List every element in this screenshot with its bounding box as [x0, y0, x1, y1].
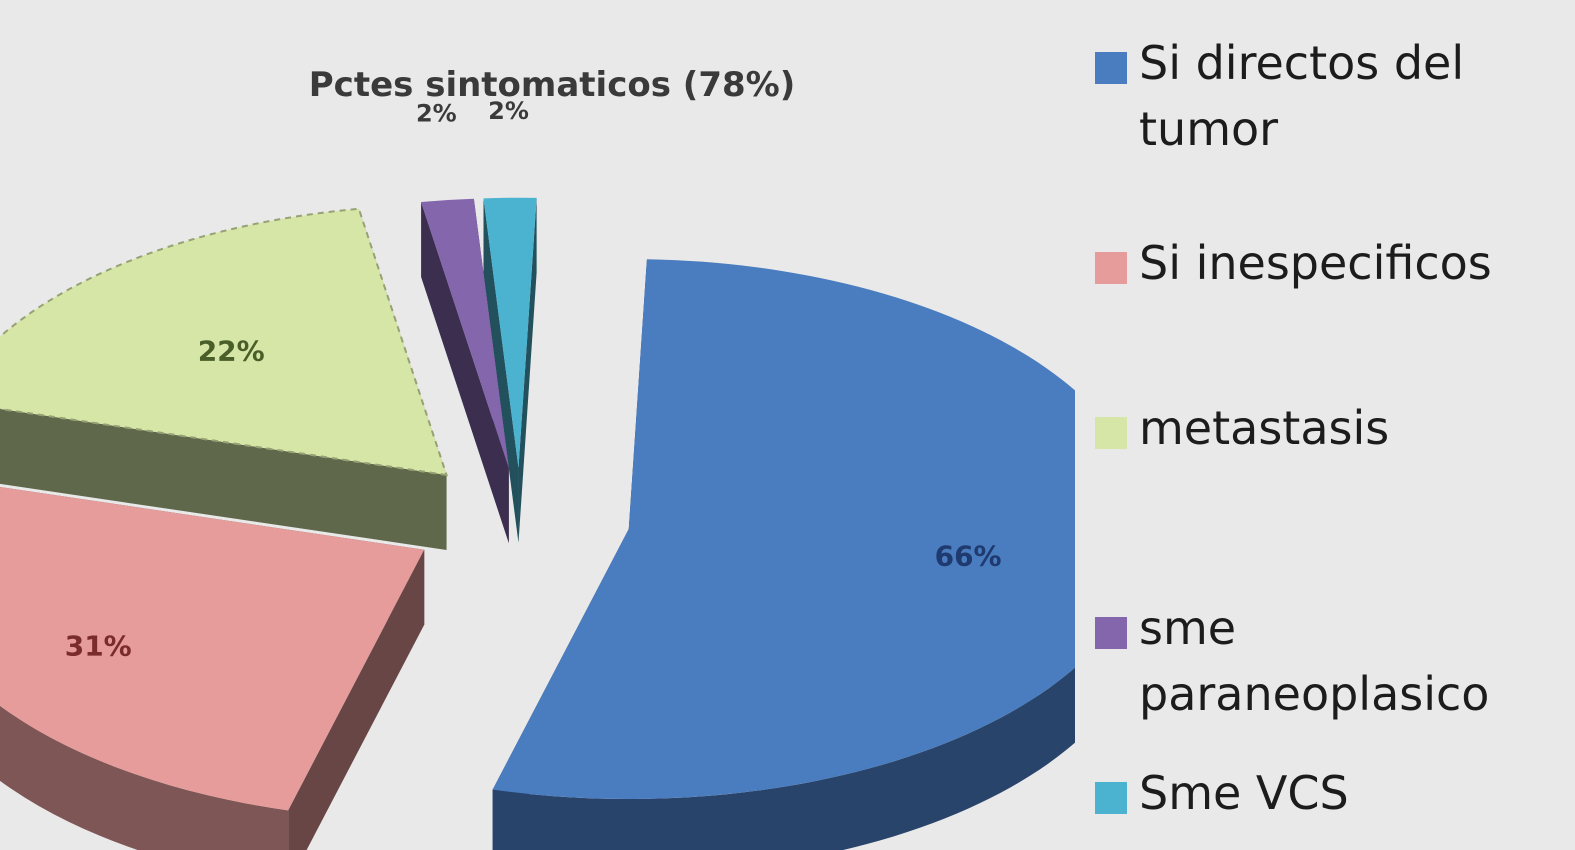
legend-swatch	[1095, 52, 1127, 84]
legend-label: Si inespecificos	[1139, 236, 1492, 290]
pie-slice-rim	[492, 667, 1075, 850]
pie-slice	[483, 197, 537, 543]
pie-slice-top	[421, 198, 509, 469]
pie-data-label: 22%	[198, 334, 265, 367]
legend-swatch	[1095, 617, 1127, 649]
legend-swatch	[1095, 417, 1127, 449]
legend-item: sme paraneoplasico	[1095, 595, 1559, 727]
pie-slice	[0, 207, 448, 550]
legend-label: Si directos del tumor	[1139, 36, 1465, 156]
pie-slice-wall	[483, 198, 519, 543]
legend-label: metastasis	[1139, 401, 1390, 455]
legend-label: Sme VCS	[1139, 766, 1349, 820]
pie-chart: Pctes sintomaticos (78%) 2% 2% 22% 66% 31%	[0, 65, 1075, 850]
pie-data-label: 66%	[935, 540, 1002, 573]
pie-slices	[0, 197, 1075, 850]
pie-slice-wall	[518, 197, 537, 543]
legend-swatch	[1095, 252, 1127, 284]
pie-slice-top	[0, 207, 448, 477]
pie-slice-top	[483, 197, 537, 468]
pie-data-labels: 2% 2% 22% 66% 31%	[65, 97, 1002, 662]
legend-swatch	[1095, 782, 1127, 814]
pie-slice	[0, 487, 425, 850]
legend-item: Si inespecificos	[1095, 230, 1559, 296]
pie-slice-top	[492, 259, 1075, 800]
pie-slice-wall	[288, 549, 425, 850]
legend-item: Si directos del tumor	[1095, 30, 1559, 162]
pie-slice-rim	[0, 705, 289, 850]
pie-data-label: 2%	[416, 100, 457, 128]
legend-item: Sme VCS	[1095, 760, 1559, 826]
pie-slice	[492, 259, 1075, 850]
legend-item: metastasis	[1095, 395, 1559, 461]
pie-slice-top	[0, 487, 425, 811]
pie-slice-wall	[0, 408, 447, 550]
pie-slice-wall	[421, 201, 509, 544]
pie-data-label: 2%	[488, 97, 529, 125]
chart-title: Pctes sintomaticos (78%)	[309, 65, 796, 105]
pie-data-label: 31%	[65, 629, 132, 662]
legend-label: sme paraneoplasico	[1139, 601, 1490, 721]
pie-slice	[421, 198, 509, 544]
